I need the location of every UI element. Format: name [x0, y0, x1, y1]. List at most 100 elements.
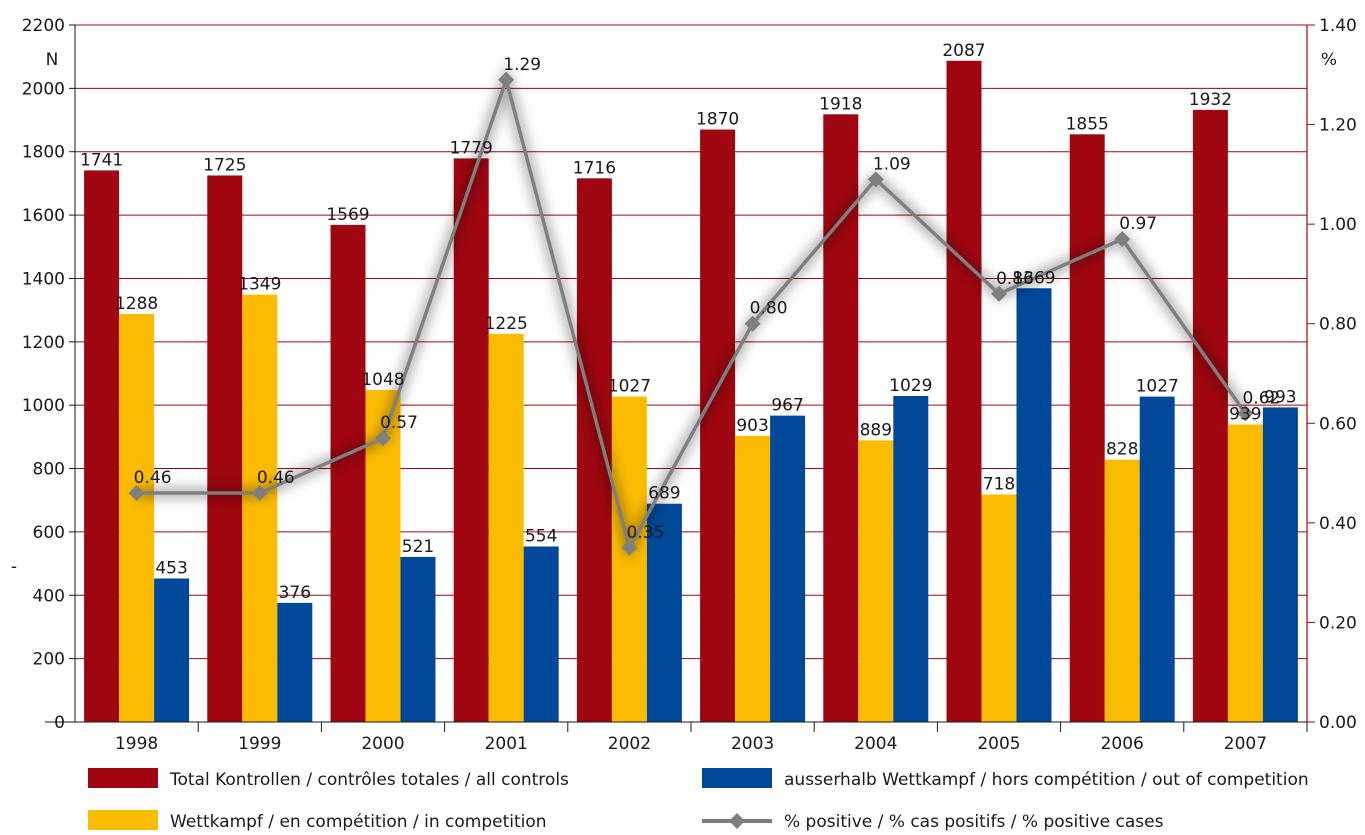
- category-label: 2006: [1101, 734, 1144, 754]
- bar-data-label: 1569: [326, 205, 369, 225]
- left-axis-stray-mark: -: [11, 557, 17, 577]
- legend-swatch: [88, 768, 158, 788]
- line-series: [128, 62, 1254, 562]
- line-data-label: 0.46: [134, 468, 172, 488]
- bar-data-label: 828: [1106, 440, 1138, 460]
- right-tick-label: 0.80: [1319, 315, 1357, 335]
- bar-total: [330, 224, 366, 722]
- bar-out-of-competition: [1139, 396, 1175, 722]
- bars: [84, 60, 1298, 723]
- left-tick-label: 1000: [22, 396, 65, 416]
- legend-marker: [729, 813, 745, 829]
- line-data-label: 0.86: [996, 269, 1034, 289]
- bar-data-label: 1741: [80, 150, 123, 170]
- axes: 0 200 400 600 800 1000 1200 1400 1600 1800 2000 220…: [11, 16, 1357, 754]
- left-tick-label: 400: [33, 586, 65, 606]
- bar-data-label: 1027: [608, 377, 651, 397]
- positive-rate-marker: [375, 430, 391, 447]
- bar-data-label: 993: [1264, 387, 1296, 407]
- right-axis-label: %: [1321, 50, 1337, 70]
- bar-in-competition: [488, 333, 524, 722]
- positive-rate-marker: [498, 71, 515, 88]
- bar-data-label: 453: [155, 558, 187, 578]
- bar-out-of-competition: [770, 415, 806, 722]
- positive-rate-marker: [1237, 405, 1254, 422]
- bar-out-of-competition: [154, 578, 190, 722]
- bar-data-label: 1048: [361, 370, 404, 390]
- bar-data-label: 2087: [942, 41, 985, 61]
- bar-out-of-competition: [1262, 407, 1298, 722]
- category-label: 2001: [485, 734, 528, 754]
- line-data-label: 1.29: [503, 55, 541, 75]
- category-label: 1999: [238, 734, 281, 754]
- positive-rate-marker: [991, 285, 1007, 302]
- positive-rate-marker: [251, 484, 268, 501]
- legend-label: Total Kontrollen / contrôles totales / a…: [169, 770, 569, 790]
- line-data-label: 0.35: [626, 523, 664, 543]
- bar-data-label: 889: [860, 420, 892, 440]
- left-tick-label: 2200: [22, 16, 65, 36]
- bar-data-label: 967: [771, 396, 803, 416]
- line-data-label: 0.57: [380, 413, 418, 433]
- bar-total: [700, 129, 736, 723]
- left-tick-label: 1400: [22, 269, 65, 289]
- bar-total: [84, 170, 120, 722]
- line-data-label: 0.80: [750, 299, 788, 319]
- right-tick-label: 1.40: [1319, 16, 1357, 36]
- bar-total: [946, 60, 982, 722]
- bar-data-label: 1029: [889, 376, 932, 396]
- bar-in-competition: [858, 440, 894, 722]
- legend-label: % positive / % cas positifs / % positive…: [784, 812, 1164, 832]
- category-label: 2005: [977, 734, 1020, 754]
- bar-out-of-competition: [523, 546, 559, 722]
- line-data-label: 0.97: [1119, 214, 1157, 234]
- positive-rate-marker: [744, 315, 761, 332]
- positive-rate-marker: [1114, 231, 1131, 248]
- data-labels: 1741 1288 453 1725 1349 376 1569 1048 521 1779 122…: [80, 41, 1297, 603]
- bar-out-of-competition: [277, 602, 313, 722]
- bar-data-label: 939: [1229, 405, 1261, 425]
- category-label: 2000: [361, 734, 404, 754]
- right-tick-label: 0.40: [1319, 514, 1357, 534]
- bar-data-label: 1918: [819, 94, 862, 114]
- category-label: 2007: [1224, 734, 1267, 754]
- bar-data-label: 1779: [450, 138, 493, 158]
- bar-data-label: 376: [279, 583, 311, 603]
- bar-in-competition: [981, 494, 1017, 722]
- legend-swatch: [88, 810, 158, 830]
- bar-total: [1192, 109, 1228, 722]
- category-label: 2003: [731, 734, 774, 754]
- right-tick-label: 0.20: [1319, 613, 1357, 633]
- bar-data-label: 521: [402, 537, 434, 557]
- bar-data-label: 1725: [203, 155, 246, 175]
- left-tick-label: 200: [33, 650, 65, 670]
- bar-total: [453, 158, 489, 723]
- bar-data-label: 1288: [115, 294, 158, 314]
- bar-in-competition: [119, 313, 155, 722]
- bar-data-label: 1027: [1136, 377, 1179, 397]
- line-data-label: 0.62: [1242, 388, 1280, 408]
- line-data-label: 1.09: [873, 154, 911, 174]
- bar-total: [207, 175, 243, 722]
- positive-rate-marker: [128, 484, 145, 501]
- bar-total: [1069, 134, 1105, 723]
- legend-label: ausserhalb Wettkampf / hors compétition …: [784, 770, 1309, 790]
- bar-data-label: 1349: [238, 275, 281, 295]
- bar-data-label: 1870: [696, 110, 739, 130]
- right-tick-label: 1.00: [1319, 215, 1357, 235]
- left-tick-label: 800: [33, 460, 65, 480]
- bar-out-of-competition: [893, 395, 929, 722]
- line-data-label: 0.46: [257, 468, 295, 488]
- bar-out-of-competition: [400, 556, 436, 722]
- left-axis-label: N: [46, 50, 59, 70]
- legend: Total Kontrollen / contrôles totales / a…: [88, 768, 1309, 832]
- left-tick-label: 1200: [22, 333, 65, 353]
- bar-out-of-competition: [646, 503, 682, 722]
- category-label: 1998: [115, 734, 158, 754]
- right-tick-label: 0.00: [1319, 713, 1357, 733]
- bar-data-label: 718: [983, 475, 1015, 495]
- positive-rate-marker: [621, 539, 638, 556]
- legend-swatch: [702, 768, 772, 788]
